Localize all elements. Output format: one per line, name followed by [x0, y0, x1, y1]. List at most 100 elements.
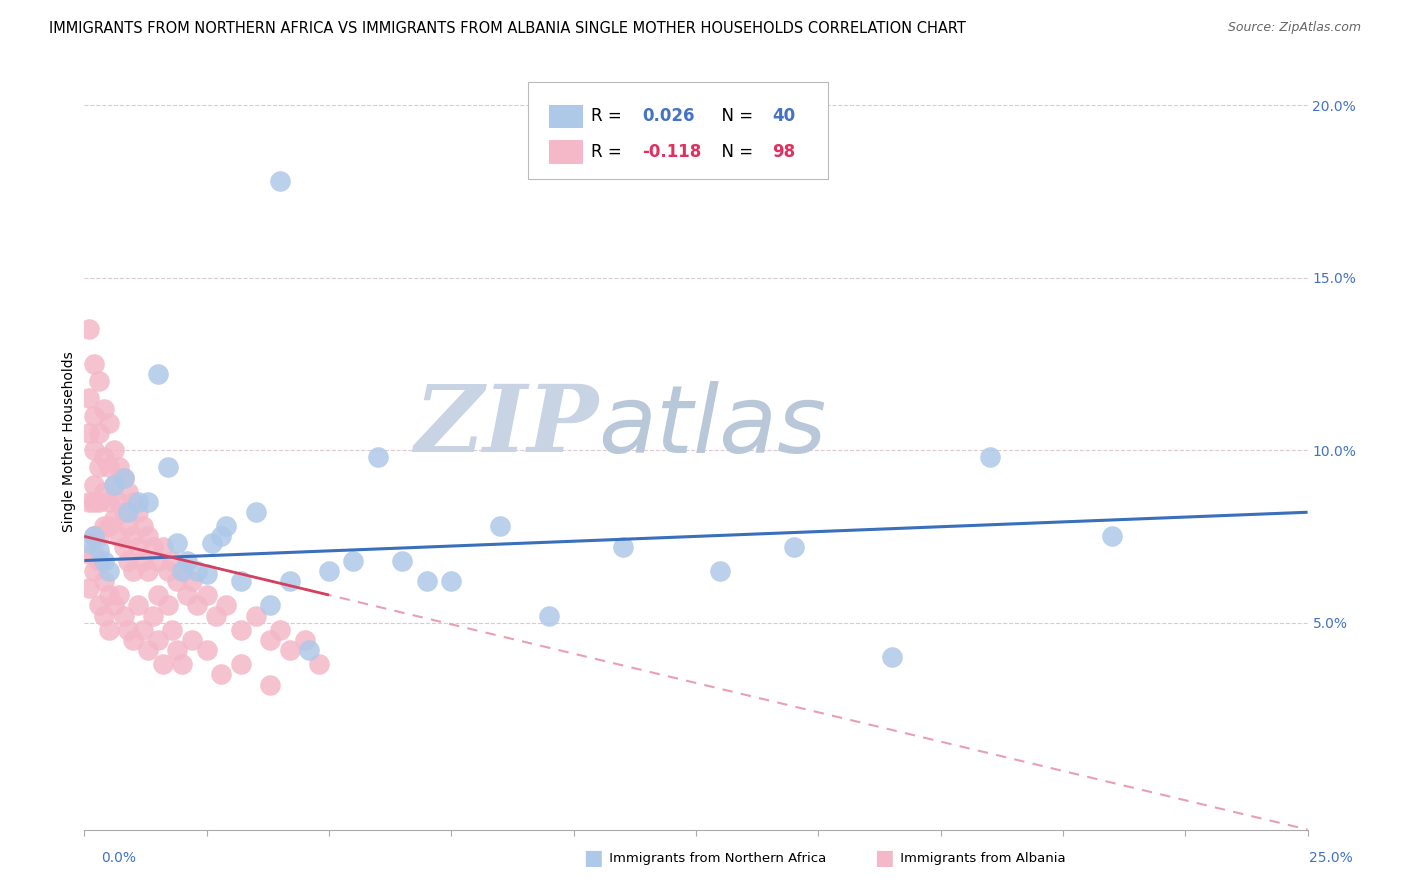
Point: [103, 599, 125, 613]
Text: Source: ZipAtlas.com: Source: ZipAtlas.com: [1227, 21, 1361, 34]
Point: [77, 322, 100, 336]
Point: [77, 581, 100, 595]
Point: [83, 529, 105, 543]
Text: 0.026: 0.026: [643, 107, 695, 126]
Point: [229, 574, 252, 589]
Point: [77, 547, 100, 561]
Point: [132, 553, 155, 567]
Text: 0.0%: 0.0%: [101, 851, 136, 865]
Point: [880, 650, 903, 665]
Point: [146, 553, 169, 567]
Point: [97, 460, 120, 475]
Point: [979, 450, 1001, 464]
Point: [136, 529, 159, 543]
Point: [132, 519, 155, 533]
Point: [186, 564, 208, 578]
Point: [112, 540, 135, 554]
Point: [97, 623, 120, 637]
Point: [97, 495, 120, 509]
FancyBboxPatch shape: [550, 104, 583, 128]
Point: [97, 564, 120, 578]
Point: [136, 643, 159, 657]
Point: [122, 495, 145, 509]
Point: [122, 632, 145, 647]
Point: [229, 657, 252, 671]
Point: [342, 553, 364, 567]
Point: [93, 450, 115, 464]
Point: [205, 608, 228, 623]
Point: [83, 443, 105, 458]
Point: [107, 529, 129, 543]
Point: [87, 495, 110, 509]
Text: 98: 98: [772, 143, 794, 161]
Point: [127, 540, 149, 554]
Point: [278, 643, 301, 657]
Point: [612, 540, 634, 554]
Point: [172, 564, 194, 578]
Text: 25.0%: 25.0%: [1309, 851, 1353, 865]
Point: [215, 519, 238, 533]
Point: [156, 564, 179, 578]
Point: [200, 536, 222, 550]
Point: [127, 495, 149, 509]
Point: [162, 553, 184, 567]
Point: [117, 484, 139, 499]
Text: R =: R =: [591, 143, 627, 161]
Point: [294, 632, 316, 647]
FancyBboxPatch shape: [550, 140, 583, 164]
Point: [83, 529, 105, 543]
Point: [93, 553, 115, 567]
Point: [181, 574, 204, 589]
Text: N =: N =: [710, 143, 758, 161]
Point: [93, 608, 115, 623]
Point: [127, 505, 149, 519]
Point: [77, 425, 100, 440]
Point: [103, 477, 125, 491]
Point: [146, 588, 169, 602]
Point: [229, 623, 252, 637]
Point: [142, 608, 165, 623]
Point: [107, 495, 129, 509]
Point: [103, 512, 125, 526]
Text: 40: 40: [772, 107, 794, 126]
Text: ZIP: ZIP: [413, 381, 598, 471]
Point: [152, 657, 174, 671]
Y-axis label: Single Mother Households: Single Mother Households: [62, 351, 76, 532]
Point: [489, 519, 512, 533]
Point: [278, 574, 301, 589]
Point: [146, 368, 169, 382]
Point: [117, 623, 139, 637]
Point: [259, 599, 281, 613]
Text: -0.118: -0.118: [643, 143, 702, 161]
Point: [136, 564, 159, 578]
Point: [245, 608, 267, 623]
Point: [298, 643, 321, 657]
Point: [367, 450, 389, 464]
Point: [156, 460, 179, 475]
Point: [245, 505, 267, 519]
Point: [416, 574, 439, 589]
Point: [97, 519, 120, 533]
Point: [87, 425, 110, 440]
Point: [176, 588, 198, 602]
Text: Immigrants from Albania: Immigrants from Albania: [896, 852, 1066, 864]
Point: [181, 632, 204, 647]
Point: [269, 174, 291, 188]
Point: [77, 536, 100, 550]
Point: [186, 599, 208, 613]
Text: ■: ■: [583, 848, 603, 868]
Point: [97, 588, 120, 602]
Text: Immigrants from Northern Africa: Immigrants from Northern Africa: [605, 852, 825, 864]
Point: [391, 553, 413, 567]
Point: [93, 574, 115, 589]
Point: [269, 623, 291, 637]
Point: [538, 608, 561, 623]
Text: atlas: atlas: [598, 381, 827, 472]
Text: N =: N =: [710, 107, 758, 126]
Point: [103, 477, 125, 491]
Point: [215, 599, 238, 613]
Point: [77, 495, 100, 509]
Point: [166, 643, 188, 657]
Point: [166, 536, 188, 550]
Point: [107, 588, 129, 602]
